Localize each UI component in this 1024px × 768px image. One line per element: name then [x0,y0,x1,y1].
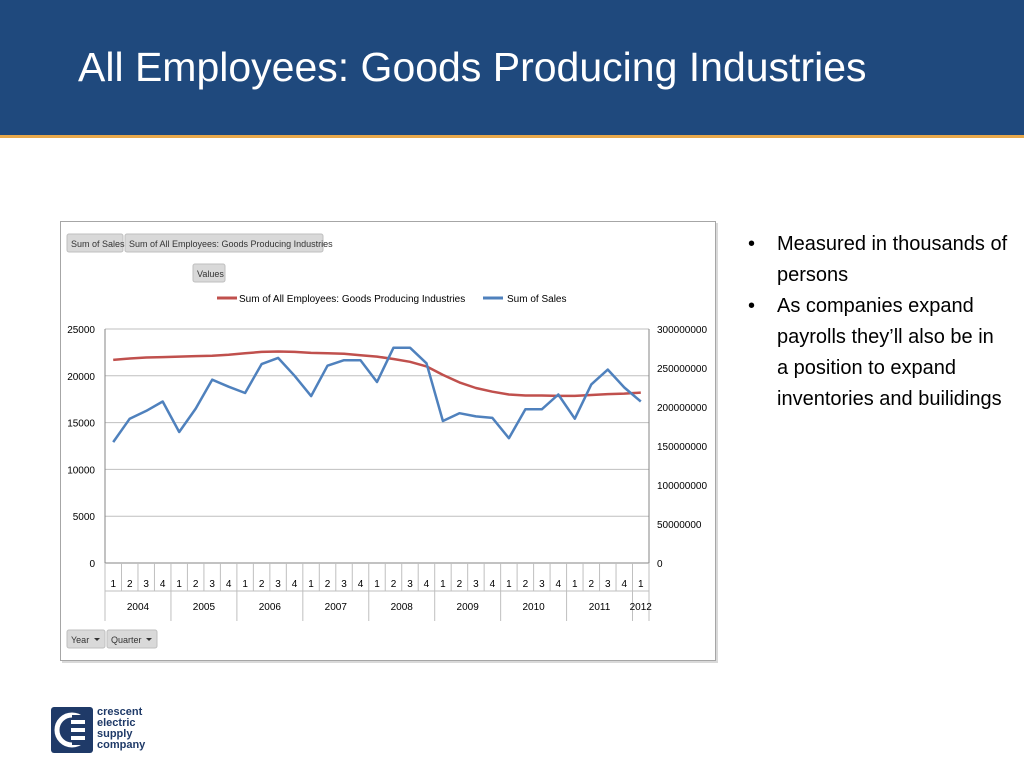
y-right-tick-label: 0 [657,559,663,570]
x-tick-label: 3 [407,579,413,590]
company-logo: crescent electric supply company [51,705,181,755]
logo-line: crescent [97,706,143,718]
dropdown-arrow-icon [146,638,152,641]
x-tick-label: 3 [275,579,281,590]
bullet-dot-icon: • [748,233,756,255]
x-tick-label: 2 [523,579,529,590]
x-tick-label: 2 [391,579,397,590]
x-tick-label: 4 [292,579,298,590]
x-tick-label: 3 [341,579,347,590]
x-tick-label: 1 [110,579,116,590]
bullet-item: • Measured in thousands of persons [748,229,1010,291]
y-right-tick-label: 200000000 [657,403,707,414]
y-right-tick-label: 150000000 [657,442,707,453]
x-tick-label: 4 [490,579,496,590]
pivot-chart: Sum of Sales Sum of All Employees: Goods … [60,221,716,661]
y-right-tick-label: 300000000 [657,325,707,336]
y-left-tick-label: 0 [89,559,95,570]
bullet-text: Measured in thousands of persons [777,233,1008,286]
x-tick-label: 2 [325,579,331,590]
bullet-text: As companies expand payrolls they’ll als… [777,295,1002,410]
slide-title: All Employees: Goods Producing Industrie… [78,44,867,90]
x-tick-label: 1 [374,579,380,590]
field-button-sum-of-employees-label: Sum of All Employees: Goods Producing In… [129,239,333,249]
year-label: 2004 [127,602,150,613]
field-button-sum-of-employees[interactable] [124,233,324,253]
axis-button-year[interactable] [66,629,106,649]
x-tick-label: 4 [556,579,562,590]
values-button[interactable] [192,263,226,283]
x-tick-label: 4 [621,579,627,590]
y-left-tick-label: 15000 [67,419,95,430]
logo-line: supply [97,728,133,740]
logo-wordmark: crescent electric supply company [97,707,145,751]
axis-button-quarter-label: Quarter [111,635,142,645]
year-label: 2007 [325,602,348,613]
x-tick-label: 2 [193,579,199,590]
y-right-tick-label: 100000000 [657,481,707,492]
x-tick-label: 2 [589,579,595,590]
year-label: 2008 [391,602,414,613]
legend-label-sales: Sum of Sales [507,294,566,305]
field-button-sum-of-sales[interactable] [66,233,124,253]
dropdown-arrow-icon [94,638,100,641]
logo-mark-icon [51,707,93,753]
values-button-label: Values [197,269,224,279]
x-tick-label: 4 [226,579,232,590]
x-tick-label: 1 [176,579,182,590]
year-label: 2006 [259,602,282,613]
x-tick-label: 1 [638,579,644,590]
legend-label-employees: Sum of All Employees: Goods Producing In… [239,294,465,305]
y-right-tick-label: 50000000 [657,520,702,531]
x-tick-label: 1 [242,579,248,590]
chart-svg: Sum of Sales Sum of All Employees: Goods … [66,233,707,649]
year-label: 2009 [457,602,480,613]
bullet-item: • As companies expand payrolls they’ll a… [748,291,1010,415]
bullet-dot-icon: • [748,295,756,317]
y-left-tick-label: 5000 [73,512,96,523]
axis-button-quarter[interactable] [106,629,158,649]
year-label: 2012 [630,602,653,613]
year-label: 2010 [522,602,545,613]
series-line-sales [112,346,642,443]
x-tick-label: 3 [473,579,479,590]
series-line-employees [113,350,641,398]
x-tick-label: 2 [259,579,265,590]
y-left-tick-label: 25000 [67,325,95,336]
x-tick-label: 1 [506,579,512,590]
x-tick-label: 1 [440,579,446,590]
y-left-tick-label: 10000 [67,465,95,476]
x-tick-label: 2 [457,579,463,590]
x-tick-label: 4 [424,579,430,590]
x-tick-label: 1 [572,579,578,590]
year-label: 2011 [589,602,611,613]
logo-line: electric [97,717,136,729]
x-tick-label: 2 [127,579,133,590]
x-tick-label: 4 [160,579,166,590]
x-tick-label: 3 [539,579,545,590]
x-tick-label: 4 [358,579,364,590]
slide-header: All Employees: Goods Producing Industrie… [0,0,1024,135]
x-tick-label: 3 [209,579,215,590]
axis-button-year-label: Year [71,635,89,645]
header-accent-line [0,135,1024,138]
bullet-list: • Measured in thousands of persons • As … [748,229,1010,415]
logo-line: company [97,739,146,751]
y-right-tick-label: 250000000 [657,364,707,375]
field-button-sum-of-sales-label: Sum of Sales [71,239,125,249]
y-left-tick-label: 20000 [67,372,95,383]
x-tick-label: 3 [143,579,149,590]
x-tick-label: 1 [308,579,314,590]
year-label: 2005 [193,602,216,613]
x-tick-label: 3 [605,579,611,590]
